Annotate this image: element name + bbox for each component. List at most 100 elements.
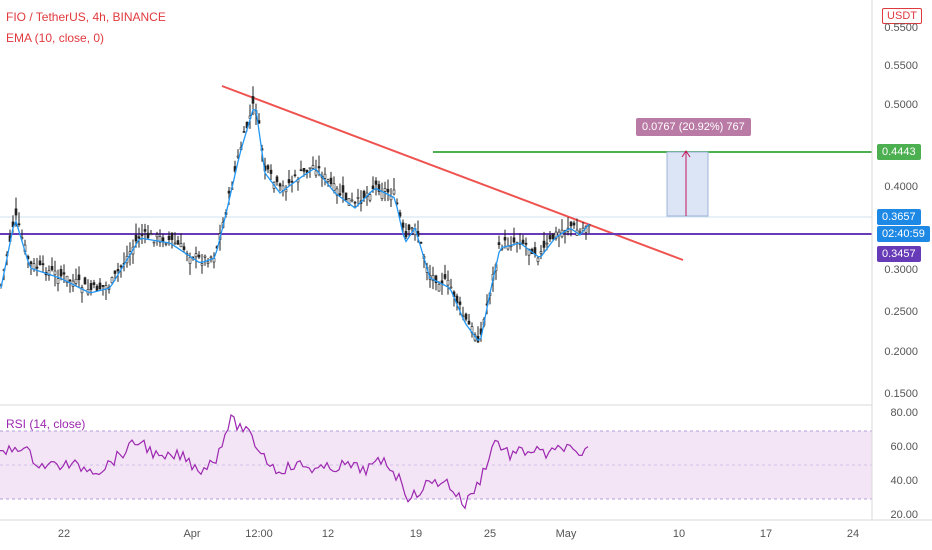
price-label: 0.2000 (884, 346, 918, 358)
candle-body (68, 279, 72, 282)
candle-body (266, 165, 270, 170)
candle-body (200, 263, 204, 266)
candle-body (404, 231, 408, 238)
candle-body (497, 242, 501, 246)
candle-body (14, 208, 18, 216)
candle-body (503, 237, 507, 241)
time-label: Apr (183, 528, 201, 540)
candle-body (251, 96, 255, 104)
time-label: 12:00 (245, 528, 273, 540)
candle-body (56, 278, 60, 284)
price-label: 0.2500 (884, 306, 918, 318)
candle-body (446, 279, 450, 286)
candle-body (569, 221, 573, 227)
candle-body (338, 193, 342, 196)
candle-body (197, 254, 201, 258)
candle-body (179, 243, 183, 248)
candle-body (32, 263, 36, 270)
measure-label[interactable]: 0.0767 (20.92%) 767 (636, 118, 751, 136)
candle-body (134, 234, 138, 242)
candle-body (467, 320, 471, 325)
candle-body (242, 131, 246, 133)
candle-body (101, 285, 105, 287)
candle-body (41, 263, 45, 266)
candle-body (356, 196, 360, 199)
candle-body (377, 184, 381, 192)
candle-body (572, 222, 576, 226)
candle-body (146, 232, 150, 239)
candle-body (176, 240, 180, 245)
candle-body (113, 270, 117, 274)
support-price-tag: 0.3457 (877, 246, 921, 262)
candle-body (269, 169, 273, 174)
rsi-legend: RSI (14, close) (6, 417, 86, 431)
candle-body (29, 261, 33, 265)
candle-body (323, 173, 327, 179)
candle-body (203, 255, 207, 258)
symbol-title: FIO / TetherUS, 4h, BINANCE (6, 10, 166, 24)
candle-body (53, 270, 57, 276)
price-label: 0.5000 (884, 99, 918, 111)
current-price-tag: 0.3657 (877, 209, 921, 225)
candle-body (227, 190, 231, 194)
time-label: 22 (57, 528, 71, 540)
countdown-tag: 02:40:59 (877, 226, 930, 242)
candle-body (98, 282, 102, 290)
candle-body (347, 198, 351, 206)
rsi-scale-label: 20.00 (890, 509, 918, 521)
candle-body (407, 224, 411, 231)
candle-body (95, 285, 99, 292)
candle-body (431, 275, 435, 282)
candle-body (38, 260, 42, 265)
rsi-scale-label: 40.00 (890, 475, 918, 487)
price-label: 0.5500 (884, 22, 918, 34)
trendline[interactable] (221, 85, 684, 261)
candle-body (167, 235, 171, 240)
candle-body (539, 251, 543, 254)
candle-body (308, 167, 312, 170)
currency-button[interactable]: USDT (882, 8, 922, 24)
candle-body (143, 229, 147, 232)
candle-body (548, 235, 552, 240)
candle-body (164, 242, 168, 245)
rsi-scale-label: 80.00 (890, 407, 918, 419)
time-label: May (555, 528, 577, 540)
candle-body (290, 180, 294, 183)
price-label: 0.5500 (884, 60, 918, 72)
candle-body (275, 176, 279, 183)
candle-body (209, 256, 213, 259)
candle-body (401, 222, 405, 228)
candle-body (287, 179, 291, 184)
time-label: 10 (672, 528, 686, 540)
candle-body (326, 179, 330, 182)
ema-legend: EMA (10, close, 0) (6, 31, 105, 45)
candle-body (170, 232, 174, 240)
candle-body (65, 275, 69, 283)
candle-body (314, 170, 318, 176)
candle-body (50, 265, 54, 271)
candle-body (173, 242, 177, 245)
candle-body (341, 185, 345, 193)
candle-body (77, 274, 81, 281)
measure-arrowhead (681, 150, 691, 158)
candle-body (434, 275, 438, 284)
candle-body (437, 283, 441, 292)
measure-box[interactable] (666, 151, 709, 217)
candle-body (188, 256, 192, 264)
candle-body (140, 234, 144, 236)
candle-body (344, 192, 348, 201)
candle-body (149, 233, 153, 236)
candle-body (158, 236, 162, 243)
candle-body (110, 277, 114, 284)
candle-body (329, 177, 333, 185)
price-label: 0.1500 (884, 388, 918, 400)
candle-body (419, 241, 423, 244)
candle-body (512, 237, 516, 243)
candle-body (206, 261, 210, 264)
candle-body (350, 199, 354, 202)
candle-body (371, 185, 375, 190)
candle-body (83, 277, 87, 285)
candle-body (17, 223, 21, 226)
candle-body (92, 282, 96, 285)
